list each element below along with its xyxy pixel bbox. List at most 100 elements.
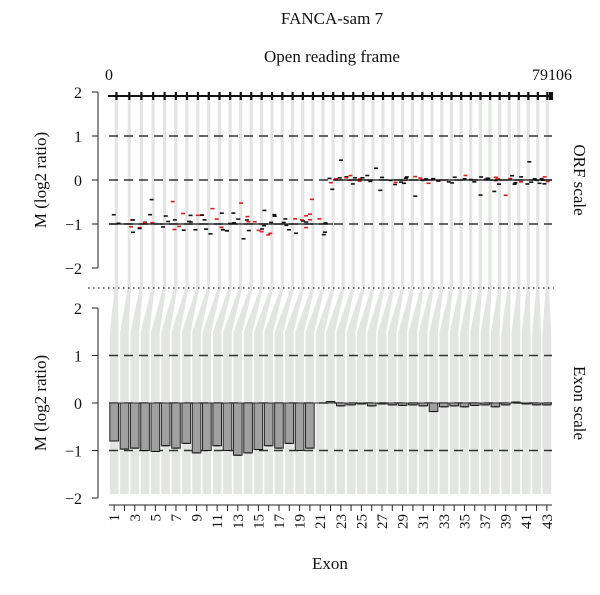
- x-tick-label: 13: [231, 514, 247, 529]
- exon-marker: [549, 92, 553, 100]
- exon-marker: [115, 92, 118, 100]
- exon-band-connector: [470, 288, 482, 332]
- x-tick-label: 33: [437, 514, 453, 529]
- exon-bar: [129, 402, 140, 449]
- orf-probe: [204, 228, 209, 230]
- orf-probe: [181, 212, 186, 215]
- exon-band-connector: [192, 288, 211, 332]
- exon-band-connector: [480, 288, 492, 332]
- orf-probe: [344, 176, 349, 178]
- orf-probe: [245, 215, 250, 218]
- exon-band-connector: [284, 288, 305, 332]
- orf-probe: [293, 232, 298, 235]
- orf-probe: [483, 178, 488, 181]
- exon-band-bottom: [408, 332, 418, 494]
- orf-probe: [262, 224, 267, 227]
- exon-bar: [181, 402, 192, 444]
- orf-probe: [188, 214, 193, 217]
- exon-track: [108, 92, 553, 100]
- orf-probe: [210, 207, 215, 210]
- orf-probe: [424, 178, 429, 180]
- orf-probe: [195, 214, 200, 217]
- orf-probe: [542, 176, 547, 178]
- orf-probe: [413, 175, 418, 178]
- exon-bar: [428, 402, 439, 413]
- orf-probe: [495, 178, 500, 180]
- exon-band-connector: [460, 288, 473, 332]
- orf-probe: [330, 188, 335, 191]
- orf-probe: [172, 219, 177, 221]
- orf-probe: [380, 176, 385, 179]
- orf-probe: [478, 194, 483, 196]
- orf-probe: [323, 222, 328, 224]
- exon-band-connector: [439, 288, 454, 332]
- exon-band-bottom: [387, 332, 397, 494]
- orf-probe: [399, 181, 404, 183]
- exon-marker: [207, 92, 210, 100]
- x-tick-label: 25: [354, 514, 370, 529]
- y-axis-label-bottom: M (log2 ratio): [31, 355, 50, 451]
- exon-y-tick-label: −2: [65, 491, 82, 508]
- orf-probe: [252, 220, 257, 223]
- exon-marker: [517, 92, 520, 100]
- exon-marker: [479, 92, 482, 100]
- orf-probe: [307, 218, 312, 221]
- orf-probe: [260, 228, 265, 230]
- exon-band-connector: [367, 288, 385, 332]
- exon-marker: [196, 92, 200, 100]
- orf-probe: [357, 180, 362, 182]
- orf-probe: [452, 176, 457, 179]
- exon-bar: [305, 402, 315, 449]
- exon-band-bottom: [460, 332, 469, 494]
- exon-band-connector: [305, 288, 325, 332]
- exon-bar: [202, 402, 212, 451]
- orf-probe: [321, 233, 326, 236]
- x-axis-label: Exon: [312, 554, 348, 573]
- orf-probe: [128, 225, 133, 228]
- x-tick-label: 1: [107, 514, 123, 522]
- exon-band-connector: [336, 288, 355, 332]
- exon-bar: [140, 402, 150, 451]
- orf-probe: [519, 176, 524, 178]
- exon-marker: [421, 92, 424, 100]
- orf-probe: [220, 229, 225, 231]
- orf-y-tick-label: 2: [74, 85, 82, 102]
- exon-marker: [440, 92, 443, 100]
- orf-probe: [281, 221, 286, 224]
- exon-marker: [352, 92, 355, 100]
- exon-marker: [332, 92, 335, 100]
- orf-probe: [284, 224, 289, 227]
- orf-probe: [510, 174, 515, 177]
- exon-band-connector: [171, 288, 189, 332]
- exon-band-bottom: [398, 332, 407, 494]
- exon-bar: [284, 402, 295, 444]
- orf-probe: [333, 178, 338, 180]
- exon-marker: [218, 92, 221, 100]
- orf-probe: [492, 190, 497, 193]
- exon-band-bottom: [429, 332, 438, 494]
- orf-probe: [246, 220, 251, 223]
- orf-probe: [283, 218, 288, 220]
- orf-probe: [149, 198, 154, 201]
- orf-probe: [525, 183, 530, 185]
- orf-probe: [493, 176, 498, 179]
- orf-probe: [431, 177, 436, 180]
- exon-marker: [469, 92, 472, 100]
- exon-band-connector: [264, 288, 284, 332]
- exon-bar: [191, 402, 202, 454]
- orf-probe: [352, 176, 357, 179]
- orf-probe: [393, 183, 398, 186]
- exon-y-tick-label: 1: [74, 349, 82, 366]
- orf-probe: [360, 177, 365, 179]
- orf-y-tick-label: 0: [74, 173, 82, 190]
- orf-probe: [337, 177, 342, 179]
- exon-band-connector: [130, 288, 143, 332]
- exon-band-connector: [243, 288, 264, 332]
- exon-marker: [411, 92, 414, 100]
- orf-probe: [111, 213, 116, 216]
- orf-probe: [545, 180, 550, 183]
- orf-probe: [317, 218, 322, 220]
- exon-scale-label: Exon scale: [570, 366, 589, 440]
- orf-start-label: 0: [105, 67, 113, 84]
- orf-probe: [304, 226, 309, 229]
